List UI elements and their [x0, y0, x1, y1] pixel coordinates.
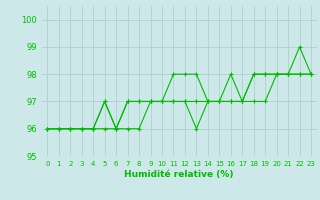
- X-axis label: Humidité relative (%): Humidité relative (%): [124, 170, 234, 179]
